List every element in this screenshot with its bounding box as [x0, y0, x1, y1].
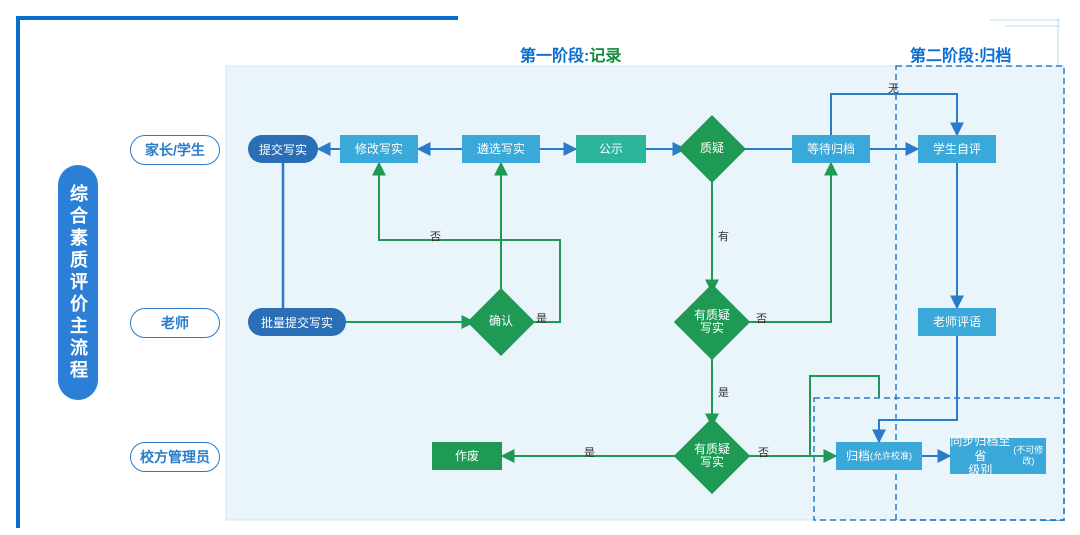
node-challenge: 质疑 — [678, 115, 746, 183]
node-batch: 批量提交写实 — [248, 308, 346, 336]
node-haschal2: 有质疑写实 — [674, 418, 750, 494]
edge-label-haschal2-yes-invalid: 是 — [584, 444, 595, 460]
node-publish: 公示 — [576, 135, 646, 163]
node-wait: 等待归档 — [792, 135, 870, 163]
stage-label-stage2: 第二阶段:归档 — [910, 42, 1011, 66]
node-sync: 同步归档至省级别 (不可修改) — [950, 438, 1046, 474]
node-submit: 提交写实 — [248, 135, 318, 163]
edge-label-haschal1-yes-down: 是 — [718, 384, 729, 400]
edge-label-no-challenge-up: 无 — [888, 80, 899, 96]
node-tcomment: 老师评语 — [918, 308, 996, 336]
node-modify: 修改写实 — [340, 135, 418, 163]
edge-label-confirm-no-modify: 否 — [430, 228, 441, 244]
node-selfrate: 学生自评 — [918, 135, 996, 163]
node-confirm: 确认 — [467, 288, 535, 356]
node-archive: 归档 (允许校准) — [836, 442, 922, 470]
edge-label-haschal2-no-archive: 否 — [758, 444, 769, 460]
edge-label-confirm-yes-select: 是 — [536, 310, 547, 326]
row-label-teacher: 老师 — [130, 308, 220, 338]
node-haschal1: 有质疑写实 — [674, 284, 750, 360]
stage-label-stage1: 第一阶段:记录 — [520, 42, 621, 66]
edge-label-challenge-yes-down: 有 — [718, 228, 729, 244]
row-label-admin: 校方管理员 — [130, 442, 220, 472]
row-label-parent: 家长/学生 — [130, 135, 220, 165]
edge-label-haschal1-no-wait: 否 — [756, 310, 767, 326]
diagram-stage: 无是否有否是是否综合素质评价主流程第一阶段:记录第二阶段:归档家长/学生老师校方… — [0, 0, 1080, 535]
title-pill: 综合素质评价主流程 — [58, 165, 98, 400]
node-invalid: 作废 — [432, 442, 502, 470]
node-select: 遴选写实 — [462, 135, 540, 163]
